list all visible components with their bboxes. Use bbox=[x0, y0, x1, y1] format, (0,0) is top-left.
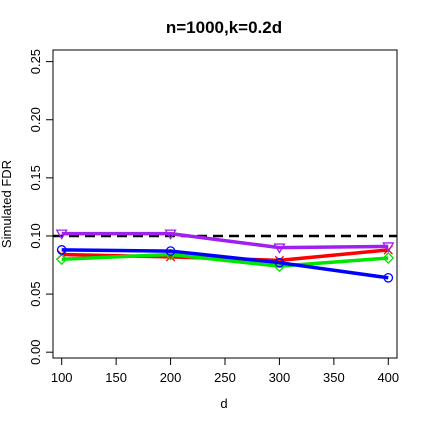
x-axis: 100 150 200 250 300 350 400 bbox=[51, 358, 399, 385]
data-point bbox=[383, 272, 394, 283]
data-point bbox=[165, 246, 176, 256]
y-tick-label: 0.25 bbox=[28, 49, 43, 74]
series-circle bbox=[56, 245, 394, 283]
chart-title: n=1000,k=0.2d bbox=[166, 18, 282, 37]
y-tick-label: 0.10 bbox=[28, 223, 43, 248]
data-point bbox=[56, 245, 67, 255]
y-tick-label: 0.00 bbox=[28, 340, 43, 365]
x-tick-label: 400 bbox=[377, 370, 399, 385]
data-point bbox=[164, 229, 177, 240]
data-point bbox=[273, 243, 286, 254]
data-point bbox=[55, 229, 68, 240]
y-tick-label: 0.05 bbox=[28, 281, 43, 306]
y-axis: 0.00 0.05 0.10 0.15 0.20 0.25 bbox=[28, 49, 53, 365]
series-group bbox=[55, 229, 395, 283]
x-tick-label: 350 bbox=[323, 370, 345, 385]
plot-frame bbox=[52, 49, 398, 359]
y-tick-label: 0.20 bbox=[28, 107, 43, 132]
series-triangle-down bbox=[55, 229, 395, 254]
series-line bbox=[61, 248, 389, 280]
x-tick-label: 300 bbox=[269, 370, 291, 385]
x-tick-label: 150 bbox=[105, 370, 127, 385]
data-point bbox=[55, 253, 68, 266]
data-point bbox=[274, 257, 285, 268]
data-point bbox=[382, 252, 395, 264]
x-axis-label: d bbox=[220, 396, 227, 411]
x-tick-label: 200 bbox=[160, 370, 182, 385]
y-tick-label: 0.15 bbox=[28, 165, 43, 190]
series-line bbox=[61, 252, 389, 268]
x-tick-label: 250 bbox=[214, 370, 236, 385]
data-point bbox=[382, 242, 395, 253]
x-tick-label: 100 bbox=[51, 370, 73, 385]
series-line bbox=[61, 231, 389, 250]
y-axis-label: Simulated FDR bbox=[0, 160, 14, 248]
